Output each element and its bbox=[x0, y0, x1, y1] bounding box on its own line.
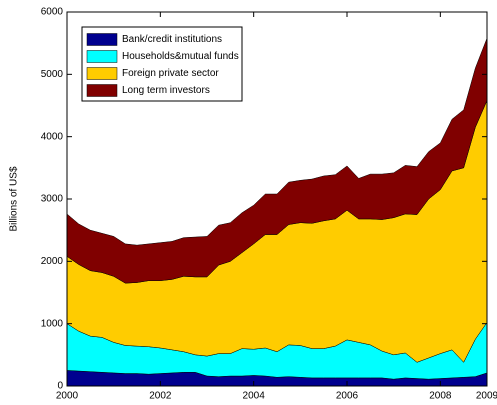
legend-label: Foreign private sector bbox=[122, 68, 219, 79]
legend-swatch bbox=[86, 84, 118, 97]
x-tick-label: 2008 bbox=[429, 391, 452, 402]
y-axis-label: Billions of US$ bbox=[9, 166, 20, 231]
y-tick-label: 6000 bbox=[41, 7, 64, 18]
y-tick-label: 0 bbox=[57, 381, 63, 392]
legend-label: Long term investors bbox=[122, 85, 210, 96]
y-tick-label: 5000 bbox=[41, 69, 64, 80]
legend-swatch bbox=[86, 67, 118, 80]
x-tick-label: 2009 bbox=[476, 391, 497, 402]
legend-swatch bbox=[86, 33, 118, 46]
y-tick-label: 2000 bbox=[41, 256, 64, 267]
x-tick-label: 2006 bbox=[336, 391, 359, 402]
x-tick-label: 2004 bbox=[243, 391, 266, 402]
y-tick-label: 3000 bbox=[41, 194, 64, 205]
legend: Bank/credit institutions Households&mutua… bbox=[81, 26, 243, 102]
y-tick-label: 1000 bbox=[41, 318, 64, 329]
x-tick-label: 2000 bbox=[56, 391, 79, 402]
legend-label: Households&mutual funds bbox=[122, 51, 239, 62]
legend-swatch bbox=[86, 50, 118, 63]
x-tick-label: 2002 bbox=[149, 391, 172, 402]
legend-label: Bank/credit institutions bbox=[122, 34, 222, 45]
y-tick-label: 4000 bbox=[41, 131, 64, 142]
